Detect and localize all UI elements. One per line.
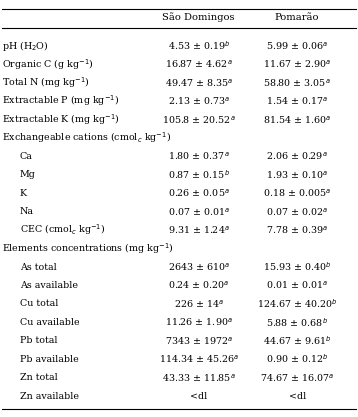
Text: CEC (cmol$_c$ kg$^{-1}$): CEC (cmol$_c$ kg$^{-1}$) (20, 223, 105, 237)
Text: As total: As total (20, 262, 57, 271)
Text: 0.87 ± 0.15$^b$: 0.87 ± 0.15$^b$ (168, 168, 229, 181)
Text: 16.87 ± 4.62$^a$: 16.87 ± 4.62$^a$ (165, 58, 233, 70)
Text: pH (H$_2$O): pH (H$_2$O) (2, 39, 49, 53)
Text: 15.93 ± 0.40$^b$: 15.93 ± 0.40$^b$ (263, 261, 331, 273)
Text: 7343 ± 1972$^a$: 7343 ± 1972$^a$ (165, 335, 233, 347)
Text: 0.01 ± 0.01$^a$: 0.01 ± 0.01$^a$ (266, 279, 328, 291)
Text: 4.53 ± 0.19$^b$: 4.53 ± 0.19$^b$ (168, 40, 230, 52)
Text: Ca: Ca (20, 152, 33, 161)
Text: 124.67 ± 40.20$^b$: 124.67 ± 40.20$^b$ (257, 298, 337, 310)
Text: 11.67 ± 2.90$^a$: 11.67 ± 2.90$^a$ (263, 58, 331, 70)
Text: 58.80 ± 3.05$^a$: 58.80 ± 3.05$^a$ (263, 77, 331, 89)
Text: Zn total: Zn total (20, 373, 57, 382)
Text: 0.26 ± 0.05$^a$: 0.26 ± 0.05$^a$ (168, 187, 229, 199)
Text: 0.18 ± 0.005$^a$: 0.18 ± 0.005$^a$ (263, 187, 331, 199)
Text: 2.13 ± 0.73$^a$: 2.13 ± 0.73$^a$ (168, 95, 230, 107)
Text: 43.33 ± 11.85$^a$: 43.33 ± 11.85$^a$ (162, 372, 236, 384)
Text: Total N (mg kg$^{-1}$): Total N (mg kg$^{-1}$) (2, 75, 90, 90)
Text: <dl: <dl (190, 392, 207, 400)
Text: Pb total: Pb total (20, 336, 57, 345)
Text: Cu available: Cu available (20, 318, 79, 327)
Text: 7.78 ± 0.39$^a$: 7.78 ± 0.39$^a$ (266, 224, 328, 236)
Text: Cu total: Cu total (20, 299, 58, 308)
Text: 5.99 ± 0.06$^a$: 5.99 ± 0.06$^a$ (266, 40, 328, 52)
Text: 0.07 ± 0.01$^a$: 0.07 ± 0.01$^a$ (168, 206, 230, 218)
Text: 0.90 ± 0.12$^b$: 0.90 ± 0.12$^b$ (266, 353, 328, 365)
Text: Mg: Mg (20, 170, 35, 179)
Text: 44.67 ± 9.61$^b$: 44.67 ± 9.61$^b$ (263, 334, 331, 347)
Text: São Domingos: São Domingos (163, 13, 235, 23)
Text: Pomarão: Pomarão (275, 13, 319, 22)
Text: 1.80 ± 0.37$^a$: 1.80 ± 0.37$^a$ (168, 151, 229, 162)
Text: 114.34 ± 45.26$^a$: 114.34 ± 45.26$^a$ (159, 353, 239, 365)
Text: Elements concentrations (mg kg$^{-1}$): Elements concentrations (mg kg$^{-1}$) (2, 241, 174, 256)
Text: 2.06 ± 0.29$^a$: 2.06 ± 0.29$^a$ (266, 151, 328, 162)
Text: 1.93 ± 0.10$^a$: 1.93 ± 0.10$^a$ (266, 169, 328, 181)
Text: 81.54 ± 1.60$^a$: 81.54 ± 1.60$^a$ (263, 113, 331, 126)
Text: K: K (20, 189, 27, 198)
Text: 9.31 ± 1.24$^a$: 9.31 ± 1.24$^a$ (168, 224, 229, 236)
Text: Organic C (g kg$^{-1}$): Organic C (g kg$^{-1}$) (2, 57, 93, 72)
Text: 11.26 ± 1.90$^a$: 11.26 ± 1.90$^a$ (165, 317, 233, 328)
Text: Pb available: Pb available (20, 354, 78, 364)
Text: 226 ± 14$^a$: 226 ± 14$^a$ (174, 298, 224, 310)
Text: 49.47 ± 8.35$^a$: 49.47 ± 8.35$^a$ (165, 77, 233, 89)
Text: 5.88 ± 0.68$^b$: 5.88 ± 0.68$^b$ (266, 316, 328, 329)
Text: Extractable P (mg kg$^{-1}$): Extractable P (mg kg$^{-1}$) (2, 94, 119, 108)
Text: 74.67 ± 16.07$^a$: 74.67 ± 16.07$^a$ (260, 372, 334, 384)
Text: As available: As available (20, 281, 78, 290)
Text: 2643 ± 610$^a$: 2643 ± 610$^a$ (168, 261, 230, 273)
Text: Extractable K (mg kg$^{-1}$): Extractable K (mg kg$^{-1}$) (2, 112, 120, 127)
Text: Exchangeable cations (cmol$_c$ kg$^{-1}$): Exchangeable cations (cmol$_c$ kg$^{-1}$… (2, 131, 171, 145)
Text: 0.07 ± 0.02$^a$: 0.07 ± 0.02$^a$ (266, 206, 328, 218)
Text: 1.54 ± 0.17$^a$: 1.54 ± 0.17$^a$ (266, 95, 328, 107)
Text: Na: Na (20, 207, 34, 216)
Text: 105.8 ± 20.52$^a$: 105.8 ± 20.52$^a$ (162, 113, 236, 126)
Text: 0.24 ± 0.20$^a$: 0.24 ± 0.20$^a$ (168, 279, 229, 291)
Text: <dl: <dl (289, 392, 306, 400)
Text: Zn available: Zn available (20, 392, 79, 400)
